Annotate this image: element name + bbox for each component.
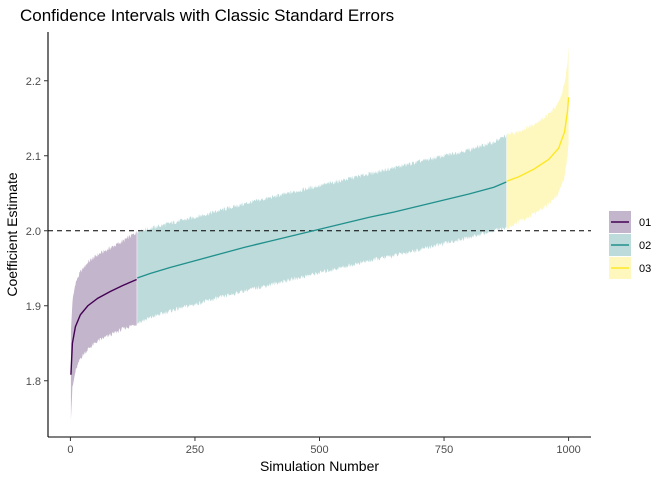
legend-label: 01 — [639, 217, 651, 229]
legend-label: 02 — [639, 240, 651, 252]
y-tick-label: 2.0 — [26, 226, 41, 238]
chart-title: Confidence Intervals with Classic Standa… — [20, 6, 394, 25]
x-axis-ticks: 0 250 500 750 1000 — [67, 437, 581, 456]
x-tick-label: 0 — [67, 444, 73, 456]
ci-ribbon-03 — [506, 45, 569, 231]
x-tick-label: 1000 — [556, 444, 580, 456]
x-tick-label: 750 — [435, 444, 453, 456]
y-tick-label: 1.8 — [26, 376, 41, 388]
ci-ribbon-01 — [70, 230, 137, 421]
x-tick-label: 500 — [310, 444, 328, 456]
estimate-line-03 — [506, 97, 570, 182]
legend-item-03: 03 — [609, 257, 651, 279]
estimate-line-02 — [136, 181, 507, 279]
y-tick-label: 1.9 — [26, 301, 41, 313]
plot-area — [48, 45, 591, 421]
estimate-line-01 — [70, 278, 137, 375]
y-tick-label: 2.1 — [26, 151, 41, 163]
legend: 01 02 03 — [609, 211, 651, 279]
x-tick-label: 250 — [186, 444, 204, 456]
legend-label: 03 — [639, 263, 651, 275]
y-axis-ticks: 1.8 1.9 2.0 2.1 2.2 — [26, 76, 48, 388]
y-axis-title: Coefficient Estimate — [4, 172, 20, 296]
legend-item-02: 02 — [609, 234, 651, 256]
x-axis-title: Simulation Number — [260, 458, 379, 474]
y-tick-label: 2.2 — [26, 76, 41, 88]
legend-item-01: 01 — [609, 211, 651, 233]
